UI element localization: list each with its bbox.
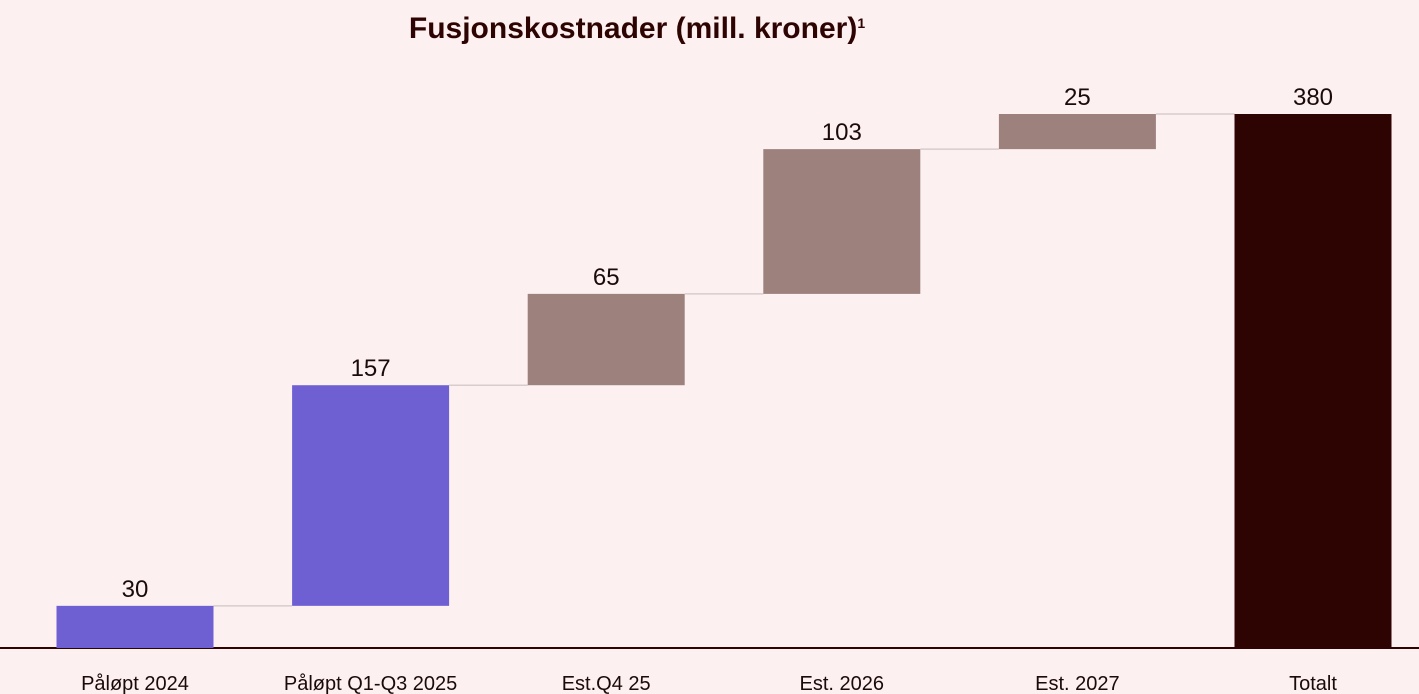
bar <box>763 149 921 294</box>
bar <box>527 293 685 386</box>
bar <box>56 605 214 648</box>
value-label: 25 <box>1064 84 1091 111</box>
value-label: 157 <box>351 355 391 382</box>
value-label: 65 <box>593 264 620 291</box>
chart-title: Fusjonskostnader (mill. kroner)1 <box>409 12 865 45</box>
title-superscript: 1 <box>857 15 865 31</box>
bar <box>292 385 450 606</box>
x-tick-label: Est.Q4 25 <box>562 673 651 694</box>
value-label: 380 <box>1293 84 1333 111</box>
x-tick-label: Est. 2026 <box>800 673 885 694</box>
value-label: 30 <box>122 576 149 603</box>
bar <box>998 114 1156 150</box>
value-label: 103 <box>822 119 862 146</box>
title-text: Fusjonskostnader (mill. kroner) <box>409 12 857 45</box>
bar <box>1234 114 1392 648</box>
x-tick-label: Påløpt Q1-Q3 2025 <box>284 673 457 694</box>
x-tick-label: Påløpt 2024 <box>81 673 189 694</box>
x-tick-label: Totalt <box>1289 673 1337 694</box>
x-tick-label: Est. 2027 <box>1035 673 1120 694</box>
